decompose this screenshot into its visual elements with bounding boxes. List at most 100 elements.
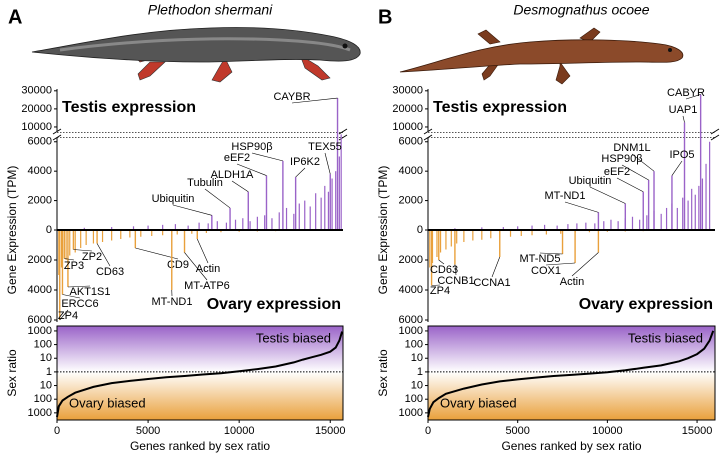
- y-axis-label: Sex ratio: [5, 349, 19, 397]
- testis-bar: [642, 191, 644, 230]
- testis-bar: [247, 191, 249, 230]
- salamander-illustration: [31, 27, 361, 83]
- ovary-bar: [96, 230, 98, 244]
- ovary-bar: [545, 230, 547, 235]
- leader-line: [589, 186, 626, 204]
- ovary-bar: [151, 230, 153, 236]
- ovary-bar: [597, 230, 600, 253]
- y-tick-label: 0: [417, 224, 423, 236]
- testis-bar: [338, 156, 340, 230]
- break-mark: [423, 134, 433, 141]
- testis-bar: [327, 191, 330, 230]
- testis-bar: [187, 225, 189, 230]
- testis-bar: [701, 178, 704, 230]
- testis-bar: [639, 219, 641, 230]
- leader-line: [631, 153, 655, 172]
- leader-line: [62, 294, 81, 299]
- ovary-bar: [65, 230, 67, 260]
- gene-label: AKT1S1: [70, 286, 111, 298]
- y-tick-label: 100: [34, 393, 52, 405]
- testis-bar: [315, 193, 317, 230]
- testis-bar: [653, 171, 655, 230]
- ovary-bar: [92, 230, 95, 244]
- testis-bar: [229, 207, 231, 230]
- gene-label: UAP1: [669, 104, 698, 116]
- testis-bar: [329, 174, 331, 230]
- leader-line: [236, 163, 267, 176]
- gene-label: CD63: [96, 266, 124, 278]
- testis-bar: [665, 207, 668, 230]
- ovary-bar: [509, 230, 512, 237]
- break-mark: [710, 134, 720, 141]
- testis-bar: [324, 185, 326, 230]
- sex-ratio-curve: [56, 331, 344, 418]
- y-axis-label: Sex ratio: [376, 349, 390, 397]
- testis-bar: [216, 221, 218, 230]
- testis-bar: [249, 221, 251, 230]
- gene-label: eEF2: [224, 152, 250, 164]
- leader-line: [571, 252, 599, 277]
- leader-line: [135, 247, 179, 260]
- ovary-bar: [490, 230, 492, 239]
- ovary-biased-label: Ovary biased: [440, 395, 517, 410]
- testis-bar: [320, 197, 322, 230]
- gene-label: CD63: [430, 264, 458, 276]
- ovary-bar: [205, 230, 207, 233]
- testis-bar: [225, 222, 228, 230]
- gene-label: HSP90β: [231, 141, 272, 153]
- ovary-bar: [445, 230, 447, 250]
- ovary-bar: [481, 230, 483, 240]
- testis-bar: [683, 122, 686, 230]
- gene-label: IPO5: [669, 149, 694, 161]
- gene-label: MT-ND1: [152, 296, 193, 308]
- gene-label: Ubiquitin: [152, 193, 195, 205]
- ovary-bar: [85, 230, 87, 245]
- ovary-bar: [60, 230, 63, 268]
- ovary-bar: [430, 230, 433, 286]
- ovary-bar: [72, 230, 75, 250]
- leader-line: [454, 264, 457, 276]
- leader-line: [172, 204, 212, 216]
- testis-bar: [676, 207, 678, 230]
- testis-bar: [285, 207, 288, 230]
- gene-label: CD9: [167, 259, 189, 271]
- y-tick-label: 4000: [399, 284, 423, 296]
- plot-frame: [56, 325, 344, 421]
- testis-bar: [691, 188, 693, 230]
- gene-label: CAYBR: [273, 91, 310, 103]
- testis-bar: [198, 222, 200, 230]
- x-tick-label: 15000: [315, 425, 346, 437]
- testis-bar: [132, 226, 135, 230]
- y-tick-label: 30000: [21, 85, 52, 97]
- leader-line: [251, 152, 283, 162]
- leader-line: [231, 180, 249, 193]
- testis-bar: [699, 94, 702, 230]
- ovary-bar: [63, 230, 65, 259]
- ovary-bar: [463, 230, 465, 242]
- y-tick-label: 10: [40, 379, 52, 391]
- testis-bar: [647, 180, 650, 230]
- leader-line: [96, 243, 111, 267]
- ovary-bar: [499, 230, 501, 257]
- testis-bar: [271, 218, 273, 230]
- y-tick-label: 10000: [21, 121, 52, 133]
- ovary-bar: [472, 230, 474, 241]
- gene-label: ZP4: [58, 310, 78, 322]
- testis-bar: [298, 203, 300, 230]
- break-mark: [52, 128, 62, 135]
- leader-line: [204, 188, 231, 209]
- ovary-bar: [134, 230, 137, 248]
- testis-bar: [207, 223, 209, 230]
- y-tick-label: 2000: [28, 194, 52, 206]
- leader-line: [291, 97, 338, 104]
- testis-bar: [567, 224, 569, 230]
- gene-label: ZP4: [430, 285, 450, 297]
- ovary-bar: [431, 230, 434, 263]
- ovary-bar: [450, 230, 452, 247]
- ovary-bar: [111, 230, 113, 241]
- salamander-illustration: [399, 27, 684, 85]
- legend-ovary: Ovary expression: [579, 296, 713, 313]
- gene-label: ALDH1A: [211, 169, 254, 181]
- gene-label: DNM1L: [613, 142, 650, 154]
- plot-frame: [427, 325, 716, 421]
